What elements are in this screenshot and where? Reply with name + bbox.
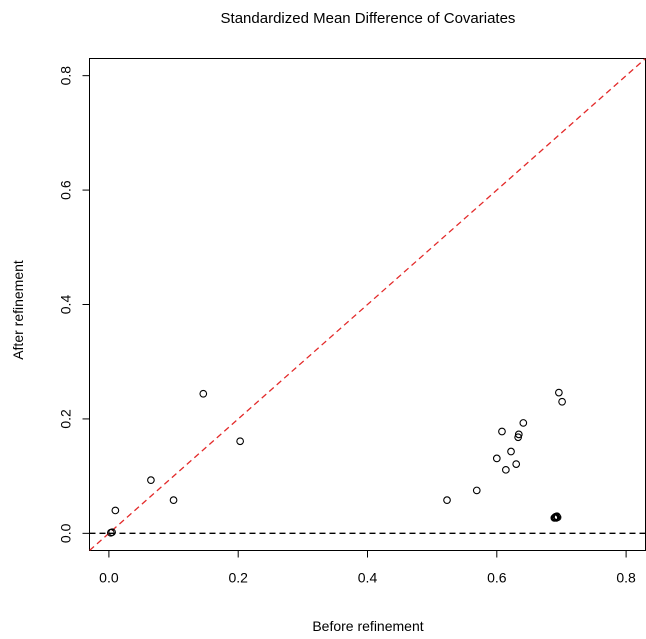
data-point: [502, 465, 510, 474]
data-point: [108, 528, 116, 537]
data-point: [514, 433, 522, 442]
y-tick-label-2: 0.4: [58, 295, 74, 315]
data-point: [512, 460, 521, 468]
data-point: [514, 430, 523, 439]
identity-reference-line: [89, 58, 646, 551]
y-tick-label-3: 0.6: [58, 180, 74, 200]
y-tick-label-1: 0.2: [58, 409, 74, 429]
y-tick-label-0: 0.0: [58, 523, 74, 543]
data-point: [472, 486, 481, 495]
data-point: [553, 513, 562, 522]
data-point: [492, 454, 501, 463]
x-axis-label: Before refinement: [312, 618, 423, 634]
y-axis-label: After refinement: [10, 260, 26, 360]
x-tick-label-4: 0.8: [616, 570, 636, 586]
data-point: [555, 388, 563, 397]
x-tick-label-1: 0.2: [228, 570, 248, 586]
data-point: [236, 437, 244, 446]
data-point: [507, 447, 515, 456]
data-point: [169, 496, 178, 505]
x-tick-label-0: 0.0: [99, 570, 119, 586]
data-point: [443, 496, 451, 505]
data-point: [111, 506, 120, 515]
chart-title: Standardized Mean Difference of Covariat…: [221, 10, 516, 27]
y-tick-label-4: 0.8: [58, 66, 74, 86]
data-point: [199, 389, 208, 398]
data-point: [519, 419, 528, 427]
x-tick-label-2: 0.4: [358, 570, 378, 586]
data-point: [498, 427, 506, 436]
x-tick-label-3: 0.6: [487, 570, 507, 586]
data-point: [147, 476, 155, 484]
data-point: [558, 397, 566, 406]
